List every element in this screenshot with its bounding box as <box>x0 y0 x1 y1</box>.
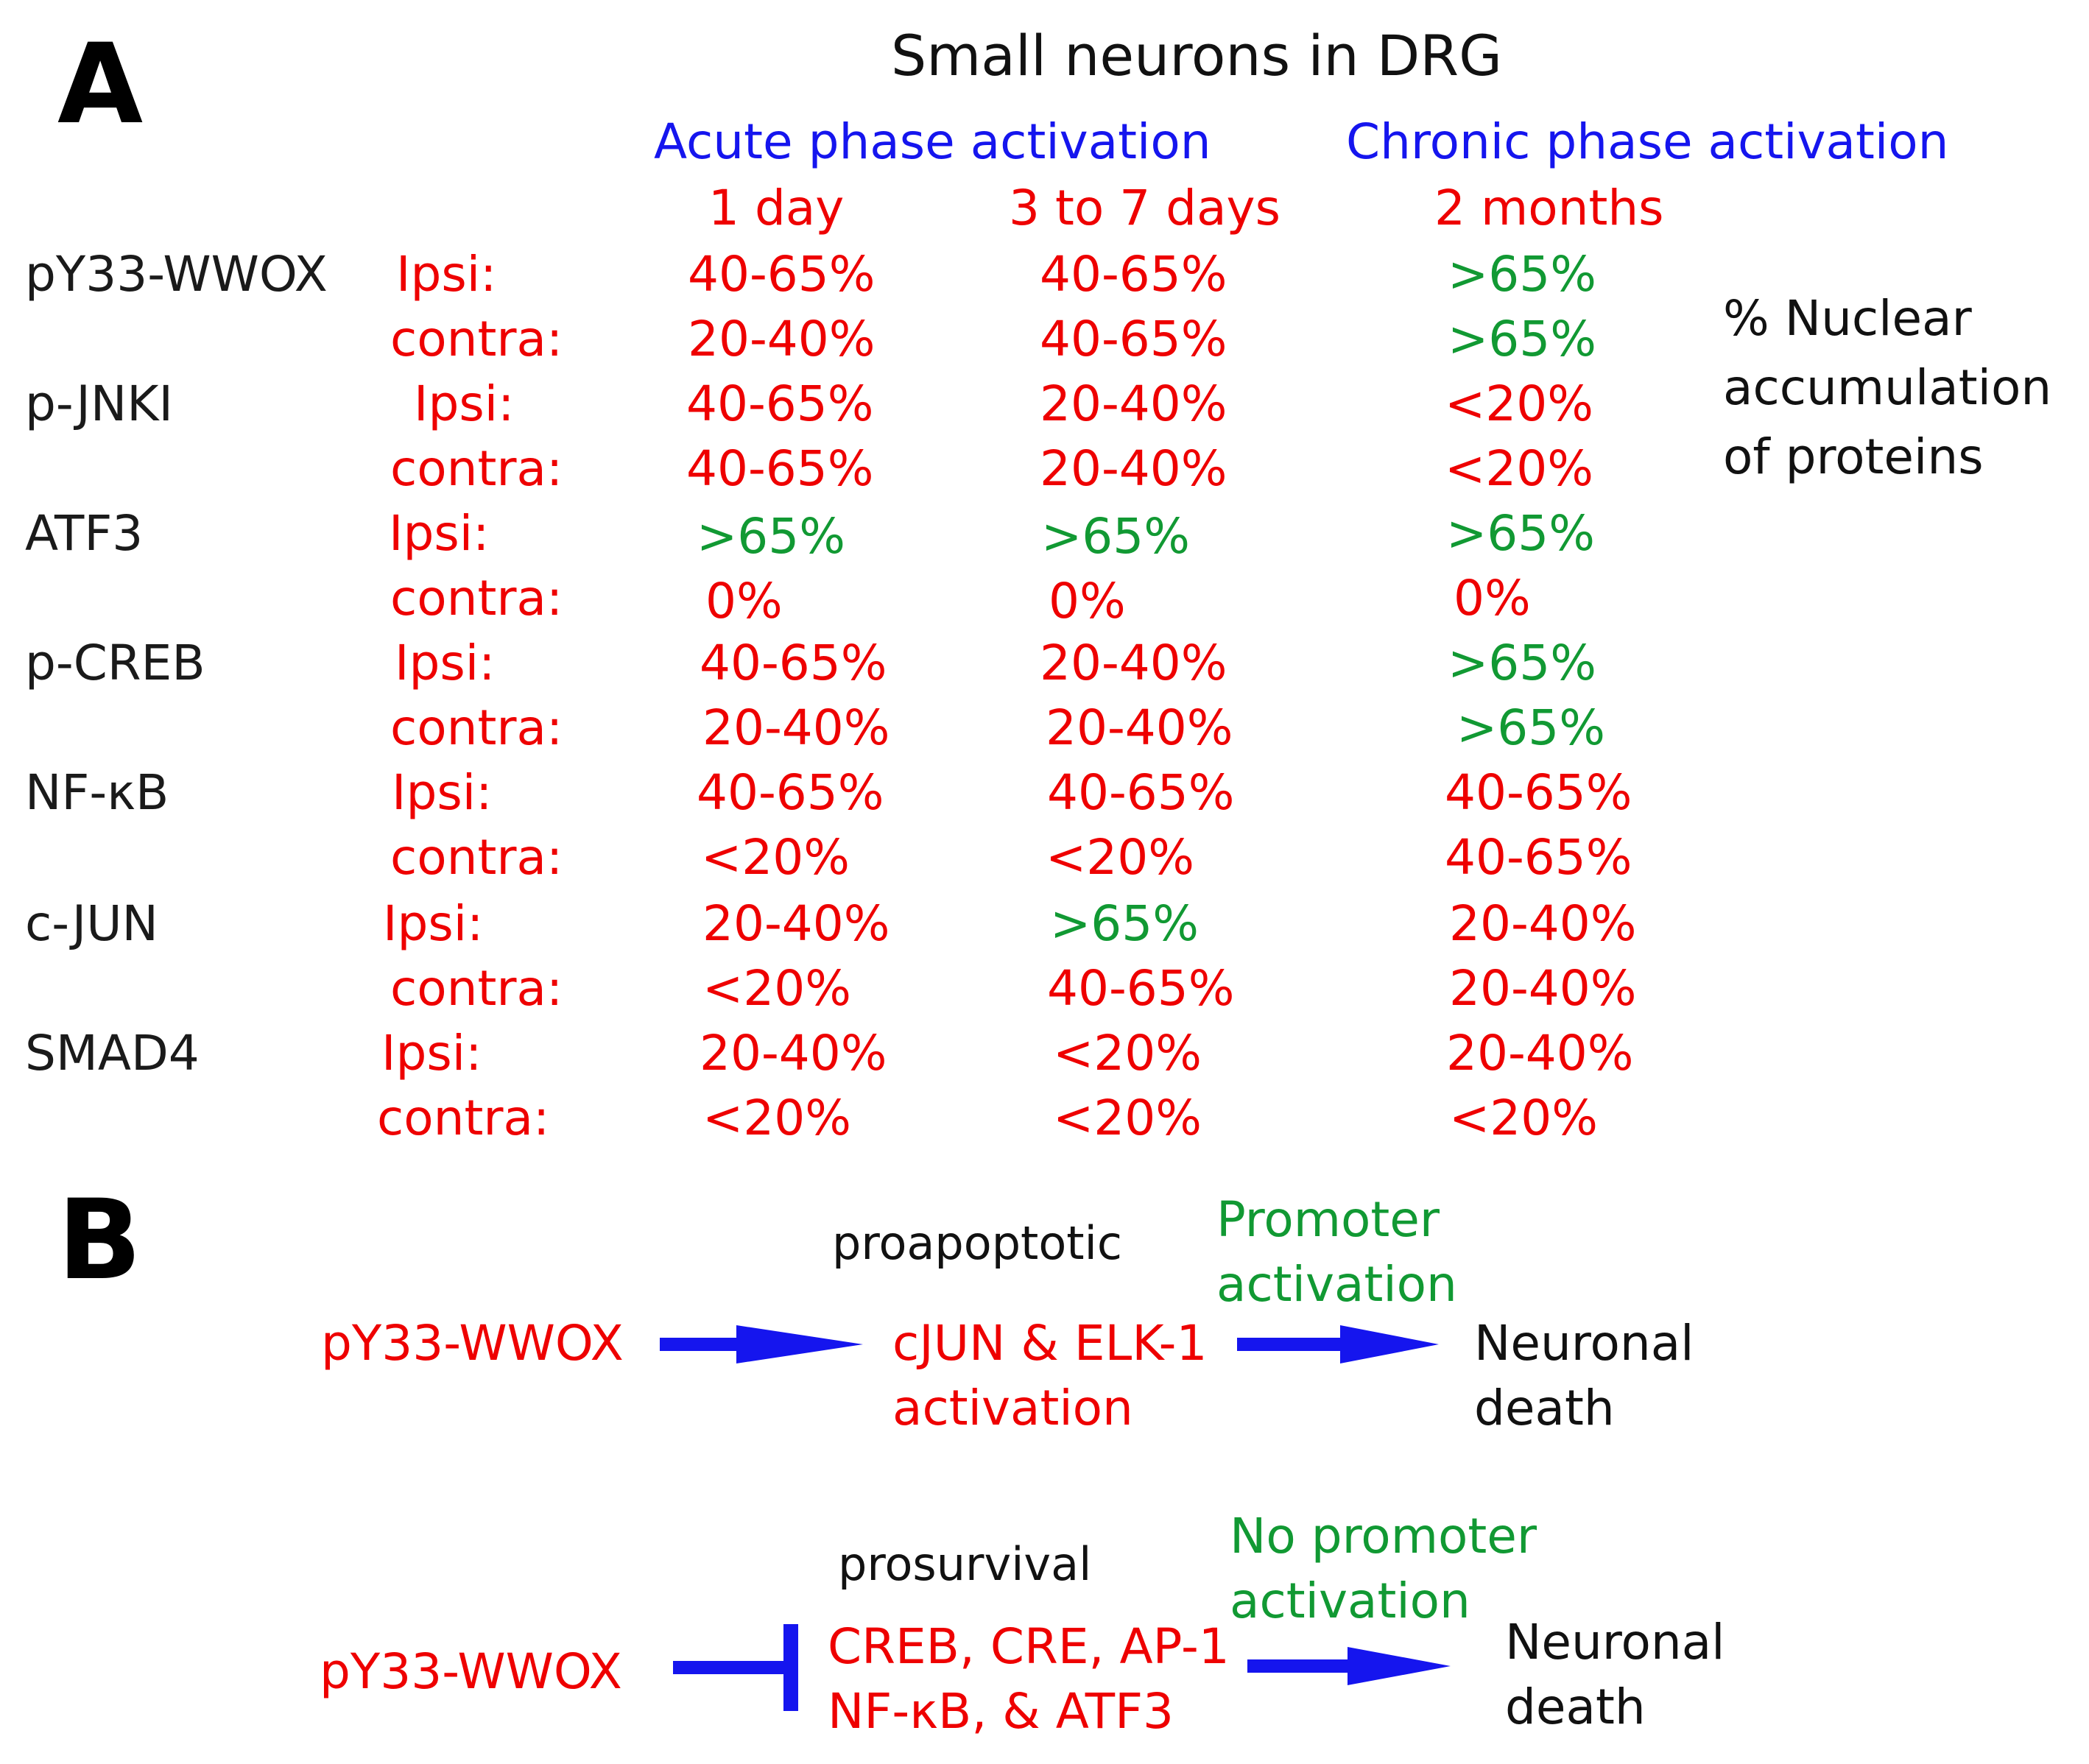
value-cell: 20-40% <box>700 1025 887 1082</box>
pathway-2-role: prosurvival <box>838 1537 1092 1591</box>
pathway-2-promoter-line-2: activation <box>1230 1573 1470 1629</box>
value-cell: 0% <box>1049 573 1126 629</box>
panel-a-letter: A <box>57 21 144 149</box>
protein-name: SMAD4 <box>25 1025 200 1082</box>
value-cell: 0% <box>1454 570 1531 627</box>
value-cell: >65% <box>1448 246 1596 303</box>
value-cell: <20% <box>702 1090 851 1146</box>
value-cell: <20% <box>1445 440 1593 497</box>
contra-label: contra: <box>390 829 563 886</box>
protein-name: c-JUN <box>25 895 158 952</box>
value-cell: 40-65% <box>1047 764 1235 821</box>
pathway-2-source: pY33-WWOX <box>320 1643 622 1700</box>
side-note-line-2: accumulation <box>1723 359 2052 416</box>
value-cell: 20-40% <box>702 895 890 952</box>
protein-name: p-CREB <box>25 635 205 691</box>
pathway-1-promoter-line-1: Promoter <box>1216 1191 1440 1248</box>
contra-label: contra: <box>390 960 563 1017</box>
protein-name: ATF3 <box>25 505 144 562</box>
value-cell: 0% <box>705 573 783 629</box>
pathway-1-arrow-2 <box>1237 1325 1439 1363</box>
pathway-1-target-line-2: activation <box>892 1380 1133 1436</box>
value-cell: 40-65% <box>1040 246 1227 303</box>
value-cell: >65% <box>1050 895 1199 952</box>
value-cell: >65% <box>1446 505 1595 562</box>
pathway-2-arrow <box>1247 1647 1451 1685</box>
pathway-1-outcome-line-2: death <box>1474 1380 1615 1436</box>
ipsi-label: Ipsi: <box>381 1025 482 1082</box>
value-cell: 20-40% <box>702 699 890 756</box>
value-cell: >65% <box>1448 635 1596 691</box>
value-cell: >65% <box>1041 508 1190 565</box>
value-cell: >65% <box>1448 311 1596 367</box>
pathway-2-target-line-1: CREB, CRE, AP-1 <box>828 1618 1230 1675</box>
value-cell: <20% <box>1053 1090 1202 1146</box>
value-cell: 20-40% <box>1449 960 1637 1017</box>
value-cell: 20-40% <box>1040 635 1227 691</box>
contra-label: contra: <box>390 311 563 367</box>
pathway-1-source: pY33-WWOX <box>321 1315 624 1372</box>
timepoint-2-months: 2 months <box>1434 180 1664 236</box>
value-cell: 40-65% <box>1445 764 1632 821</box>
value-cell: 20-40% <box>1449 895 1637 952</box>
value-cell: <20% <box>1053 1025 1202 1082</box>
ipsi-label: Ipsi: <box>414 375 515 432</box>
pathway-2-outcome-line-2: death <box>1505 1679 1646 1735</box>
pathway-1-arrow-1 <box>660 1325 863 1363</box>
value-cell: 40-65% <box>1047 960 1235 1017</box>
ipsi-label: Ipsi: <box>392 764 493 821</box>
pathway-1-role: proapoptotic <box>832 1216 1122 1270</box>
value-cell: 40-65% <box>686 375 874 432</box>
value-cell: <20% <box>701 829 850 886</box>
side-note-line-1: % Nuclear <box>1723 290 1972 347</box>
value-cell: <20% <box>1449 1090 1598 1146</box>
pathway-2-inhibition-bar <box>673 1624 798 1711</box>
value-cell: 20-40% <box>688 311 876 367</box>
value-cell: 40-65% <box>1040 311 1227 367</box>
acute-phase-header: Acute phase activation <box>654 113 1211 170</box>
value-cell: 40-65% <box>686 440 874 497</box>
value-cell: <20% <box>1445 375 1593 432</box>
ipsi-label: Ipsi: <box>389 505 490 562</box>
pathway-2-outcome-line-1: Neuronal <box>1505 1614 1725 1670</box>
protein-name: NF-κB <box>25 764 169 821</box>
timepoint-3-7-days: 3 to 7 days <box>1009 180 1280 236</box>
chronic-phase-header: Chronic phase activation <box>1346 113 1949 170</box>
pathway-1-outcome-line-1: Neuronal <box>1474 1315 1694 1372</box>
protein-name: pY33-WWOX <box>25 246 328 303</box>
pathway-1-promoter-line-2: activation <box>1216 1256 1457 1313</box>
ipsi-label: Ipsi: <box>395 635 496 691</box>
contra-label: contra: <box>390 570 563 627</box>
pathway-2-promoter-line-1: No promoter <box>1230 1508 1537 1564</box>
panel-a-title: Small neurons in DRG <box>891 23 1502 88</box>
pathway-2-target-line-2: NF-κB, & ATF3 <box>828 1683 1174 1740</box>
value-cell: 20-40% <box>1040 375 1227 432</box>
value-cell: 20-40% <box>1446 1025 1634 1082</box>
protein-name: p-JNKI <box>25 375 173 432</box>
contra-label: contra: <box>390 440 563 497</box>
timepoint-1-day: 1 day <box>708 180 845 236</box>
panel-b-letter: B <box>57 1176 142 1305</box>
ipsi-label: Ipsi: <box>396 246 497 303</box>
value-cell: 20-40% <box>1040 440 1227 497</box>
value-cell: 40-65% <box>688 246 876 303</box>
value-cell: <20% <box>702 960 851 1017</box>
value-cell: <20% <box>1046 829 1194 886</box>
value-cell: 40-65% <box>1445 829 1632 886</box>
contra-label: contra: <box>390 699 563 756</box>
ipsi-label: Ipsi: <box>383 895 484 952</box>
value-cell: 40-65% <box>697 764 884 821</box>
pathway-1-target-line-1: cJUN & ELK-1 <box>892 1315 1208 1372</box>
contra-label: contra: <box>377 1090 550 1146</box>
side-note-line-3: of proteins <box>1723 428 1984 485</box>
value-cell: 20-40% <box>1046 699 1233 756</box>
value-cell: >65% <box>1456 699 1605 756</box>
value-cell: 40-65% <box>700 635 887 691</box>
value-cell: >65% <box>697 508 845 565</box>
